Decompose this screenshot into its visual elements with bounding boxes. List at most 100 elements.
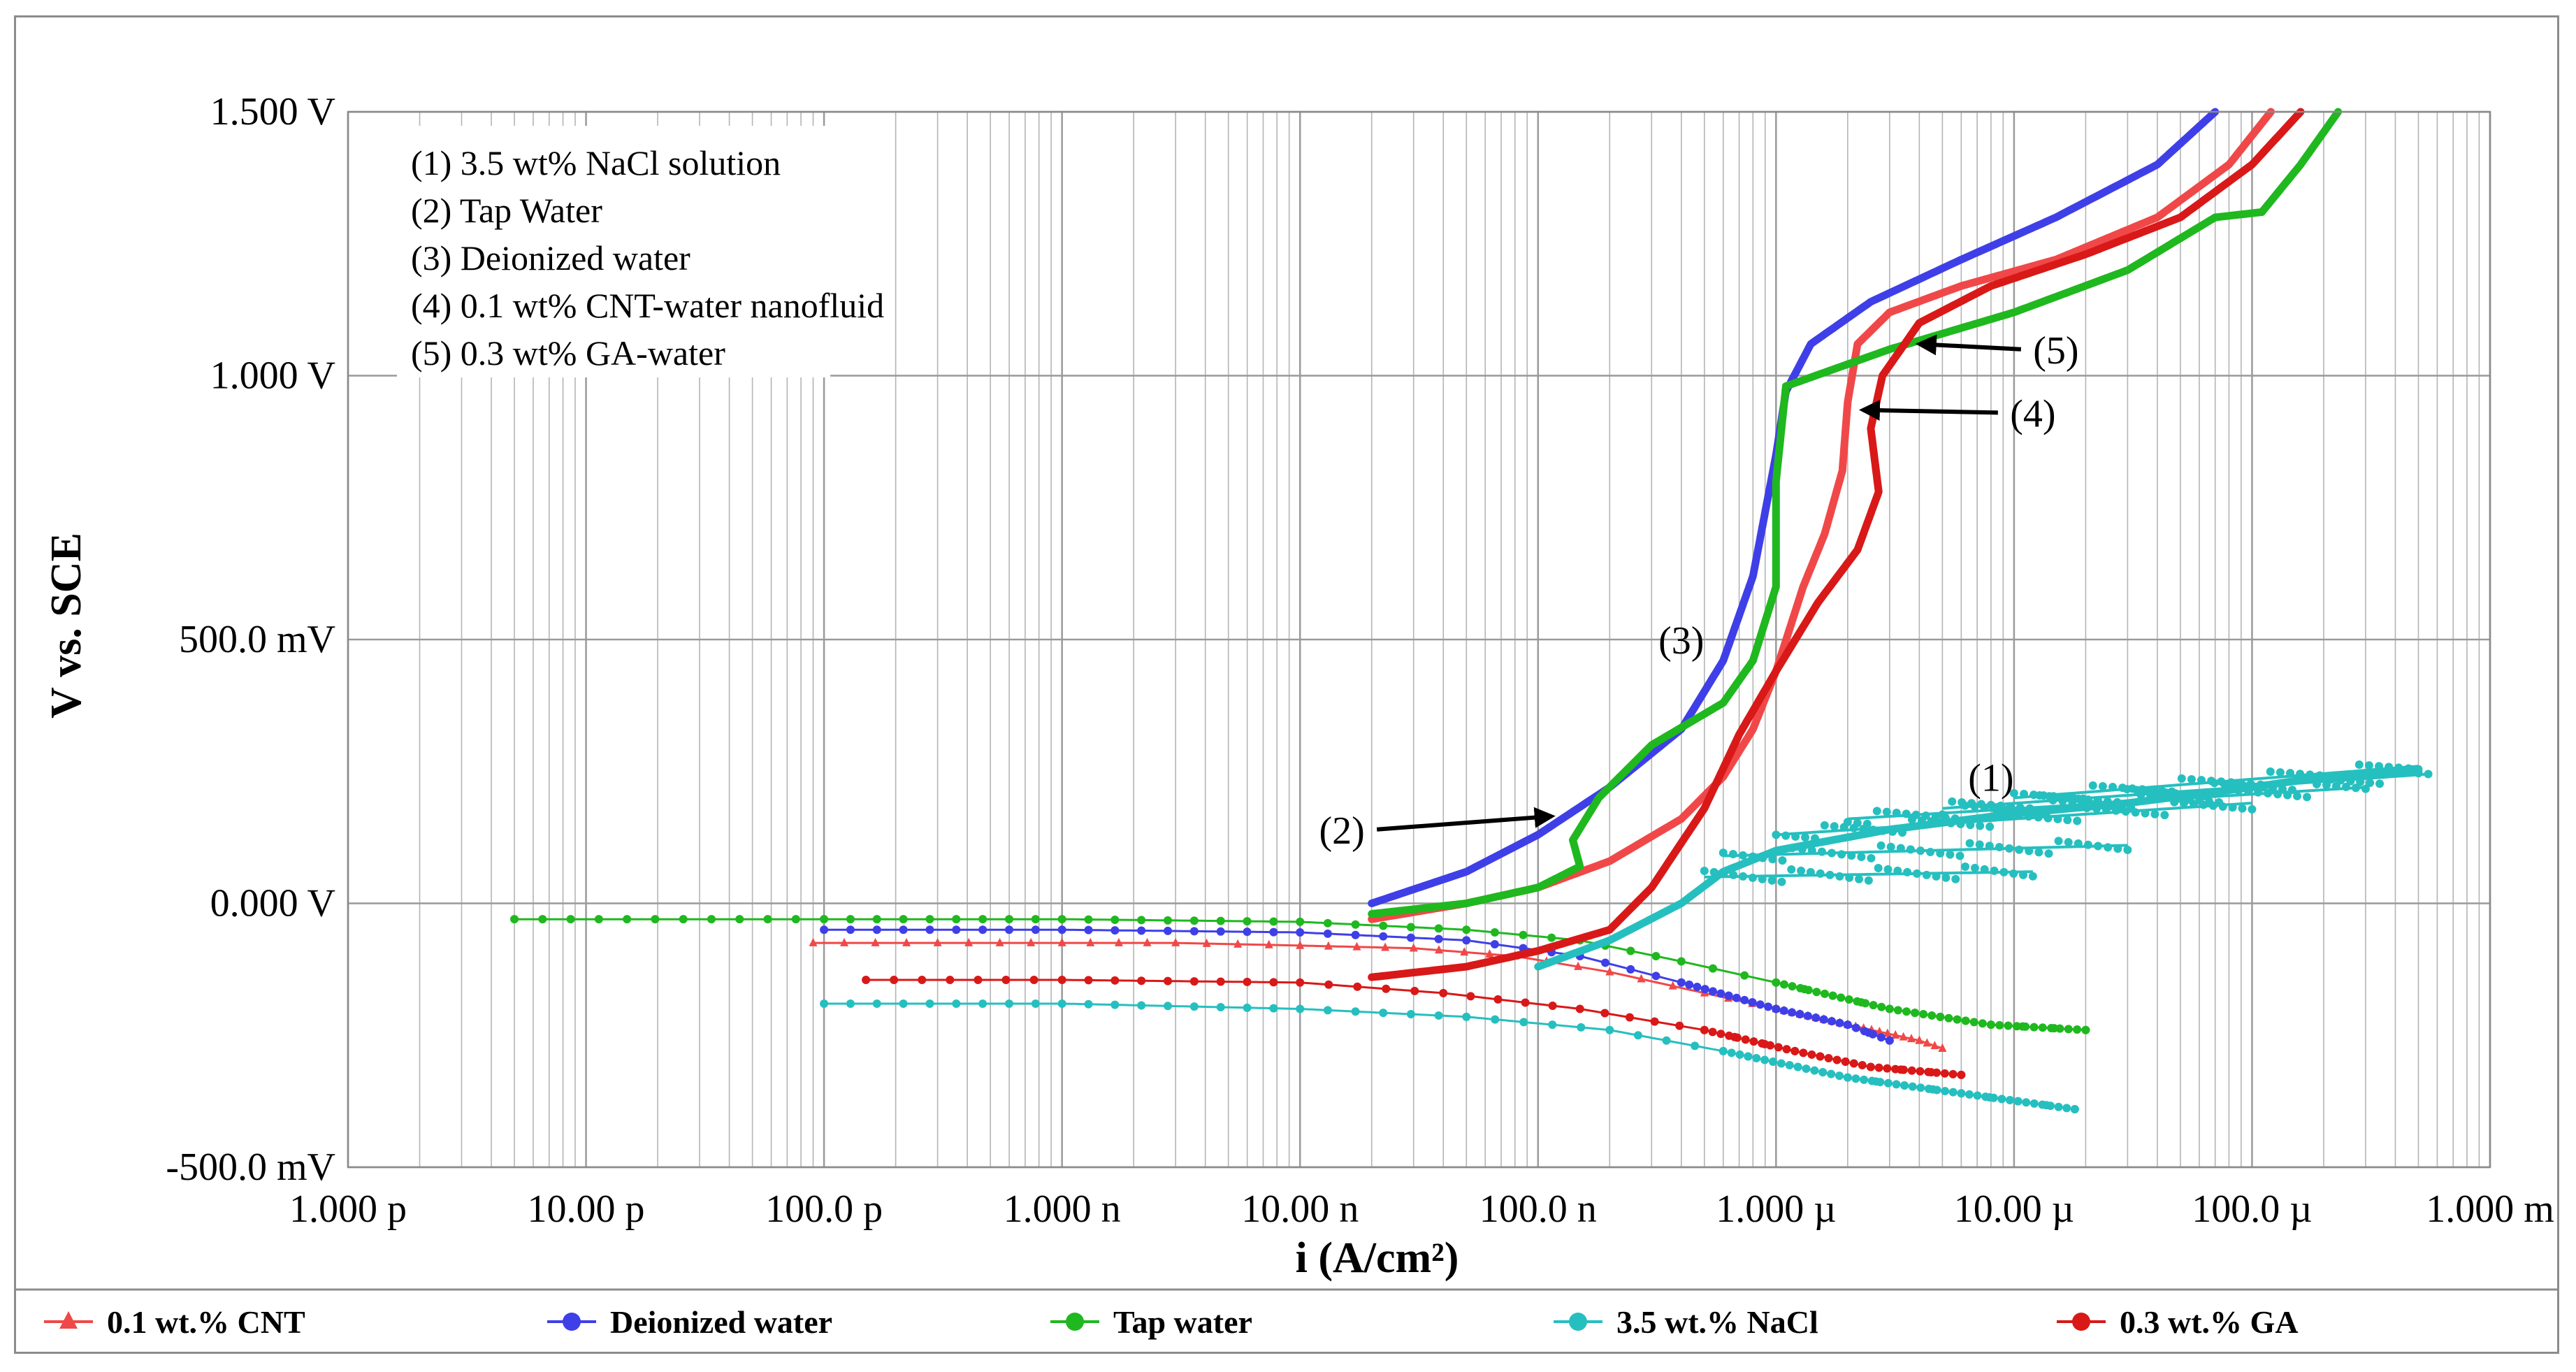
data-point-deionized-water: [1004, 925, 1013, 934]
data-point-deionized-water: [1243, 927, 1252, 937]
data-point-deionized-water: [1876, 1033, 1886, 1042]
data-point-3-5-wt-nacl: [2005, 1096, 2014, 1105]
data-point-3-5-wt-nacl: [2083, 840, 2092, 849]
data-point-tap-water: [1893, 1006, 1902, 1015]
data-point-3-5-wt-nacl: [2150, 809, 2159, 818]
y-tick-label: 1.500 V: [210, 90, 335, 133]
data-point-3-5-wt-nacl: [1931, 812, 1940, 821]
data-point-0-1-wt-cnt: [1434, 945, 1443, 954]
legend-swatch-marker: [1066, 1313, 1084, 1331]
data-point-3-5-wt-nacl: [2108, 783, 2118, 792]
data-point-deionized-water: [1835, 1018, 1844, 1027]
data-point-tap-water: [1796, 983, 1805, 992]
data-point-0-1-wt-cnt: [1202, 938, 1211, 947]
data-point-tap-water: [1861, 999, 1870, 1008]
data-point-3-5-wt-nacl: [2104, 843, 2113, 852]
data-point-tap-water: [1869, 1001, 1878, 1010]
y-tick-label: 1.000 V: [210, 354, 335, 398]
data-point-3-5-wt-nacl: [2029, 790, 2039, 800]
data-point-0-3-wt-ga: [1700, 1025, 1709, 1034]
data-point-tap-water: [1837, 993, 1846, 1002]
data-point-3-5-wt-nacl: [2228, 803, 2237, 812]
data-point-3-5-wt-nacl: [2325, 772, 2334, 781]
data-point-3-5-wt-nacl: [1164, 1002, 1173, 1011]
data-point-3-5-wt-nacl: [1269, 1004, 1278, 1013]
data-point-3-5-wt-nacl: [2404, 764, 2413, 773]
data-point-3-5-wt-nacl: [2128, 784, 2137, 793]
data-point-tap-water: [1708, 964, 1717, 973]
data-point-3-5-wt-nacl: [2385, 763, 2394, 772]
data-point-deionized-water: [1811, 1013, 1821, 1023]
data-point-3-5-wt-nacl: [1966, 821, 1975, 830]
data-point-0-1-wt-cnt: [1381, 942, 1390, 951]
data-point-3-5-wt-nacl: [2287, 786, 2296, 795]
data-point-tap-water: [1004, 915, 1013, 924]
data-point-tap-water: [1812, 988, 1821, 997]
data-point-3-5-wt-nacl: [2351, 784, 2360, 793]
data-point-tap-water: [566, 915, 575, 924]
data-point-3-5-wt-nacl: [2187, 775, 2196, 784]
data-point-tap-water: [1986, 1020, 1995, 1030]
data-point-3-5-wt-nacl: [1434, 1011, 1443, 1020]
legend-entry-label: Deionized water: [610, 1304, 832, 1340]
data-point-deionized-water: [1803, 1011, 1812, 1020]
data-point-tap-water: [1788, 982, 1797, 991]
data-point-deionized-water: [925, 925, 934, 934]
data-point-3-5-wt-nacl: [1662, 1036, 1671, 1045]
data-point-3-5-wt-nacl: [1777, 1059, 1786, 1068]
data-point-3-5-wt-nacl: [1807, 846, 1816, 855]
data-point-3-5-wt-nacl: [2070, 1104, 2079, 1113]
legend-swatch-marker: [1569, 1313, 1587, 1331]
data-point-3-5-wt-nacl: [1744, 1052, 1753, 1061]
data-point-0-1-wt-cnt: [1899, 1032, 1908, 1041]
data-point-3-5-wt-nacl: [2303, 793, 2312, 802]
data-point-3-5-wt-nacl: [2059, 793, 2068, 802]
data-point-3-5-wt-nacl: [2006, 802, 2015, 811]
data-point-0-3-wt-ga: [1907, 1066, 1916, 1075]
data-point-tap-water: [2029, 1023, 2039, 1032]
data-point-3-5-wt-nacl: [2375, 779, 2385, 788]
data-point-3-5-wt-nacl: [1906, 845, 1915, 854]
y-tick-label: -500.0 mV: [166, 1146, 335, 1189]
data-point-3-5-wt-nacl: [1862, 819, 1872, 828]
data-point-0-1-wt-cnt: [1938, 1043, 1947, 1052]
data-point-0-3-wt-ga: [1650, 1017, 1659, 1026]
data-point-tap-water: [791, 915, 800, 924]
data-point-0-1-wt-cnt: [1264, 939, 1273, 948]
y-tick-label: 0.000 V: [210, 882, 335, 925]
data-point-3-5-wt-nacl: [2039, 791, 2048, 800]
data-point-tap-water: [1953, 1015, 1962, 1024]
data-point-3-5-wt-nacl: [1916, 1083, 1925, 1092]
data-point-deionized-water: [1490, 940, 1499, 949]
data-point-3-5-wt-nacl: [2029, 1099, 2039, 1108]
data-point-3-5-wt-nacl: [2019, 870, 2028, 879]
data-point-tap-water: [679, 915, 688, 924]
data-point-3-5-wt-nacl: [2127, 803, 2136, 812]
data-point-tap-water: [846, 915, 855, 924]
data-point-0-3-wt-ga: [1716, 1030, 1725, 1039]
data-point-0-3-wt-ga: [1353, 982, 1362, 991]
data-point-deionized-water: [1756, 1000, 1765, 1009]
data-point-3-5-wt-nacl: [1961, 862, 1970, 871]
data-point-0-1-wt-cnt: [1143, 937, 1152, 946]
data-point-3-5-wt-nacl: [1758, 853, 1767, 862]
data-point-deionized-water: [1708, 987, 1717, 996]
data-point-tap-water: [651, 915, 660, 924]
data-point-3-5-wt-nacl: [1860, 1075, 1869, 1084]
data-point-3-5-wt-nacl: [1633, 1031, 1642, 1040]
data-point-3-5-wt-nacl: [2364, 761, 2373, 770]
data-point-3-5-wt-nacl: [2236, 779, 2245, 788]
data-point-3-5-wt-nacl: [1936, 849, 1945, 858]
data-point-3-5-wt-nacl: [2424, 770, 2433, 779]
data-point-0-3-wt-ga: [1382, 984, 1391, 993]
series-scatter-line-3-5-wt-nacl: [1723, 844, 2128, 858]
data-point-deionized-water: [1868, 1030, 1877, 1039]
data-point-tap-water: [1189, 916, 1199, 925]
data-point-deionized-water: [1462, 936, 1471, 945]
data-point-0-3-wt-ga: [1932, 1068, 1941, 1077]
data-point-deionized-water: [1788, 1008, 1797, 1017]
data-point-3-5-wt-nacl: [1989, 1093, 1998, 1102]
curve-label: (5): [2033, 329, 2078, 373]
data-point-tap-water: [1057, 915, 1066, 924]
data-point-3-5-wt-nacl: [1851, 1074, 1860, 1083]
